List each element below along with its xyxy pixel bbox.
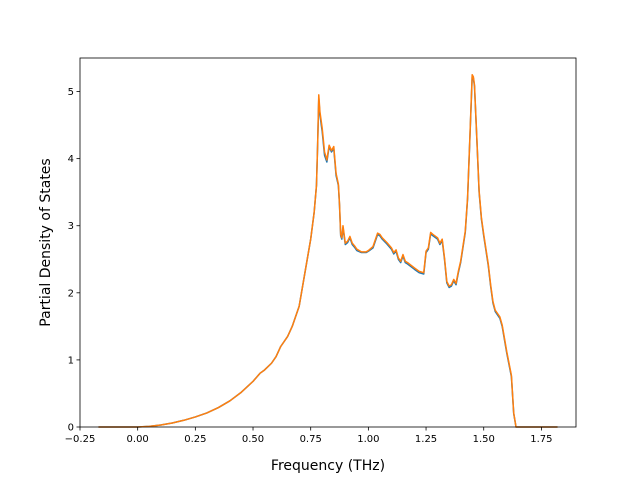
y-axis-label: Partial Density of States bbox=[38, 158, 54, 326]
x-axis-label: Frequency (THz) bbox=[271, 458, 385, 474]
y-tick-label: 3 bbox=[68, 221, 74, 232]
y-tick-label: 5 bbox=[68, 87, 74, 98]
x-tick-label: 0.75 bbox=[300, 434, 322, 445]
series-line-2 bbox=[98, 74, 558, 428]
x-tick-label: 1.25 bbox=[415, 434, 437, 445]
x-tick-label: 1.50 bbox=[473, 434, 495, 445]
x-tick-label: 0.50 bbox=[242, 434, 264, 445]
y-axis-ticks: 0 1 2 3 4 5 bbox=[68, 87, 80, 434]
y-tick-label: 2 bbox=[68, 288, 74, 299]
plot-frame bbox=[79, 57, 577, 428]
x-tick-label: 0.00 bbox=[127, 434, 149, 445]
x-axis-ticks: −0.25 0.00 0.25 0.50 0.75 1.00 1.25 1.50 1.75 bbox=[65, 427, 553, 445]
x-tick-label: 0.25 bbox=[184, 434, 206, 445]
series-layer bbox=[98, 74, 558, 428]
y-tick-label: 4 bbox=[68, 154, 74, 165]
x-tick-label: 1.00 bbox=[357, 434, 379, 445]
y-tick-label: 1 bbox=[68, 355, 74, 366]
x-tick-label: 1.75 bbox=[530, 434, 552, 445]
x-tick-label: −0.25 bbox=[65, 434, 96, 445]
y-tick-label: 0 bbox=[68, 423, 74, 434]
